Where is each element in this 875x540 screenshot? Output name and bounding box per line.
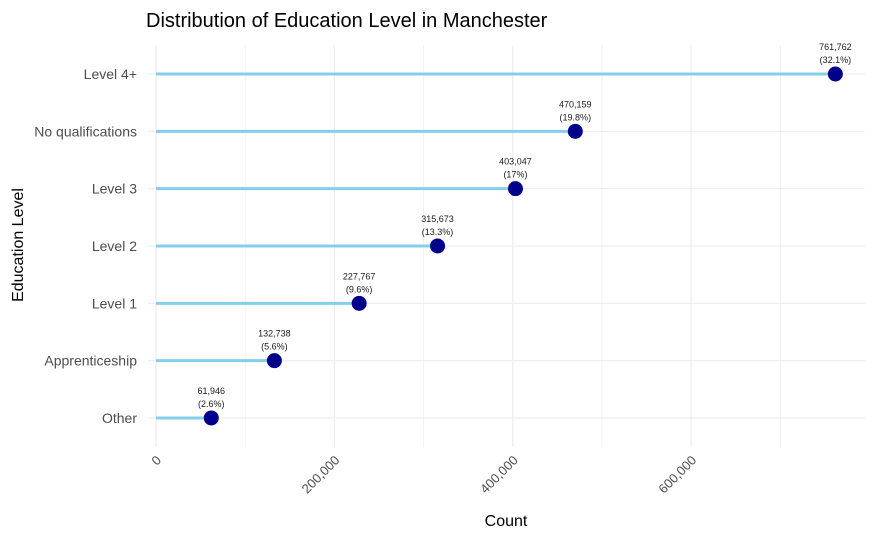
y-category-label: Level 4+ (84, 66, 137, 82)
value-label: 403,047 (499, 157, 532, 167)
value-label: 470,159 (559, 99, 592, 109)
y-axis-title: Education Level (10, 188, 27, 302)
x-tick-label: 600,000 (655, 453, 699, 497)
value-label: 227,767 (343, 271, 376, 281)
point-1 (567, 123, 583, 139)
x-tick-label: 0 (148, 453, 164, 469)
stems (156, 72, 836, 420)
percent-label: (32.1%) (820, 55, 852, 65)
value-label: 315,673 (421, 214, 454, 224)
x-axis-title: Count (485, 513, 528, 530)
percent-label: (2.6%) (198, 399, 225, 409)
percent-label: (19.8%) (560, 112, 592, 122)
x-axis-ticks: 0 200,000 400,000 600,000 (148, 453, 699, 497)
point-3 (430, 238, 446, 254)
point-6 (203, 410, 219, 426)
y-category-label: Apprenticeship (44, 353, 137, 369)
value-label: 761,762 (819, 42, 852, 52)
value-label: 132,738 (258, 329, 291, 339)
y-category-label: Level 2 (92, 238, 137, 254)
y-category-label: Level 3 (92, 181, 137, 197)
x-tick-label: 200,000 (299, 453, 343, 497)
x-tick-label: 400,000 (477, 453, 521, 497)
data-labels: 761,762 (32.1%) 470,159 (19.8%) 403,047 (17%)… (198, 42, 852, 409)
point-4 (351, 295, 367, 311)
y-axis-labels: Level 4+ No qualifications Level 3 Level 2 L… (34, 66, 137, 426)
y-category-label: Level 1 (92, 295, 137, 311)
percent-label: (13.3%) (422, 227, 454, 237)
points (203, 66, 843, 426)
chart-title: Distribution of Education Level in Manch… (146, 10, 548, 32)
value-label: 61,946 (198, 386, 226, 396)
percent-label: (17%) (503, 170, 527, 180)
point-0 (827, 66, 843, 82)
percent-label: (9.6%) (346, 284, 373, 294)
percent-label: (5.6%) (261, 342, 288, 352)
point-2 (507, 181, 523, 197)
y-category-label: Other (102, 410, 137, 426)
point-5 (266, 353, 282, 369)
y-category-label: No qualifications (34, 123, 137, 139)
